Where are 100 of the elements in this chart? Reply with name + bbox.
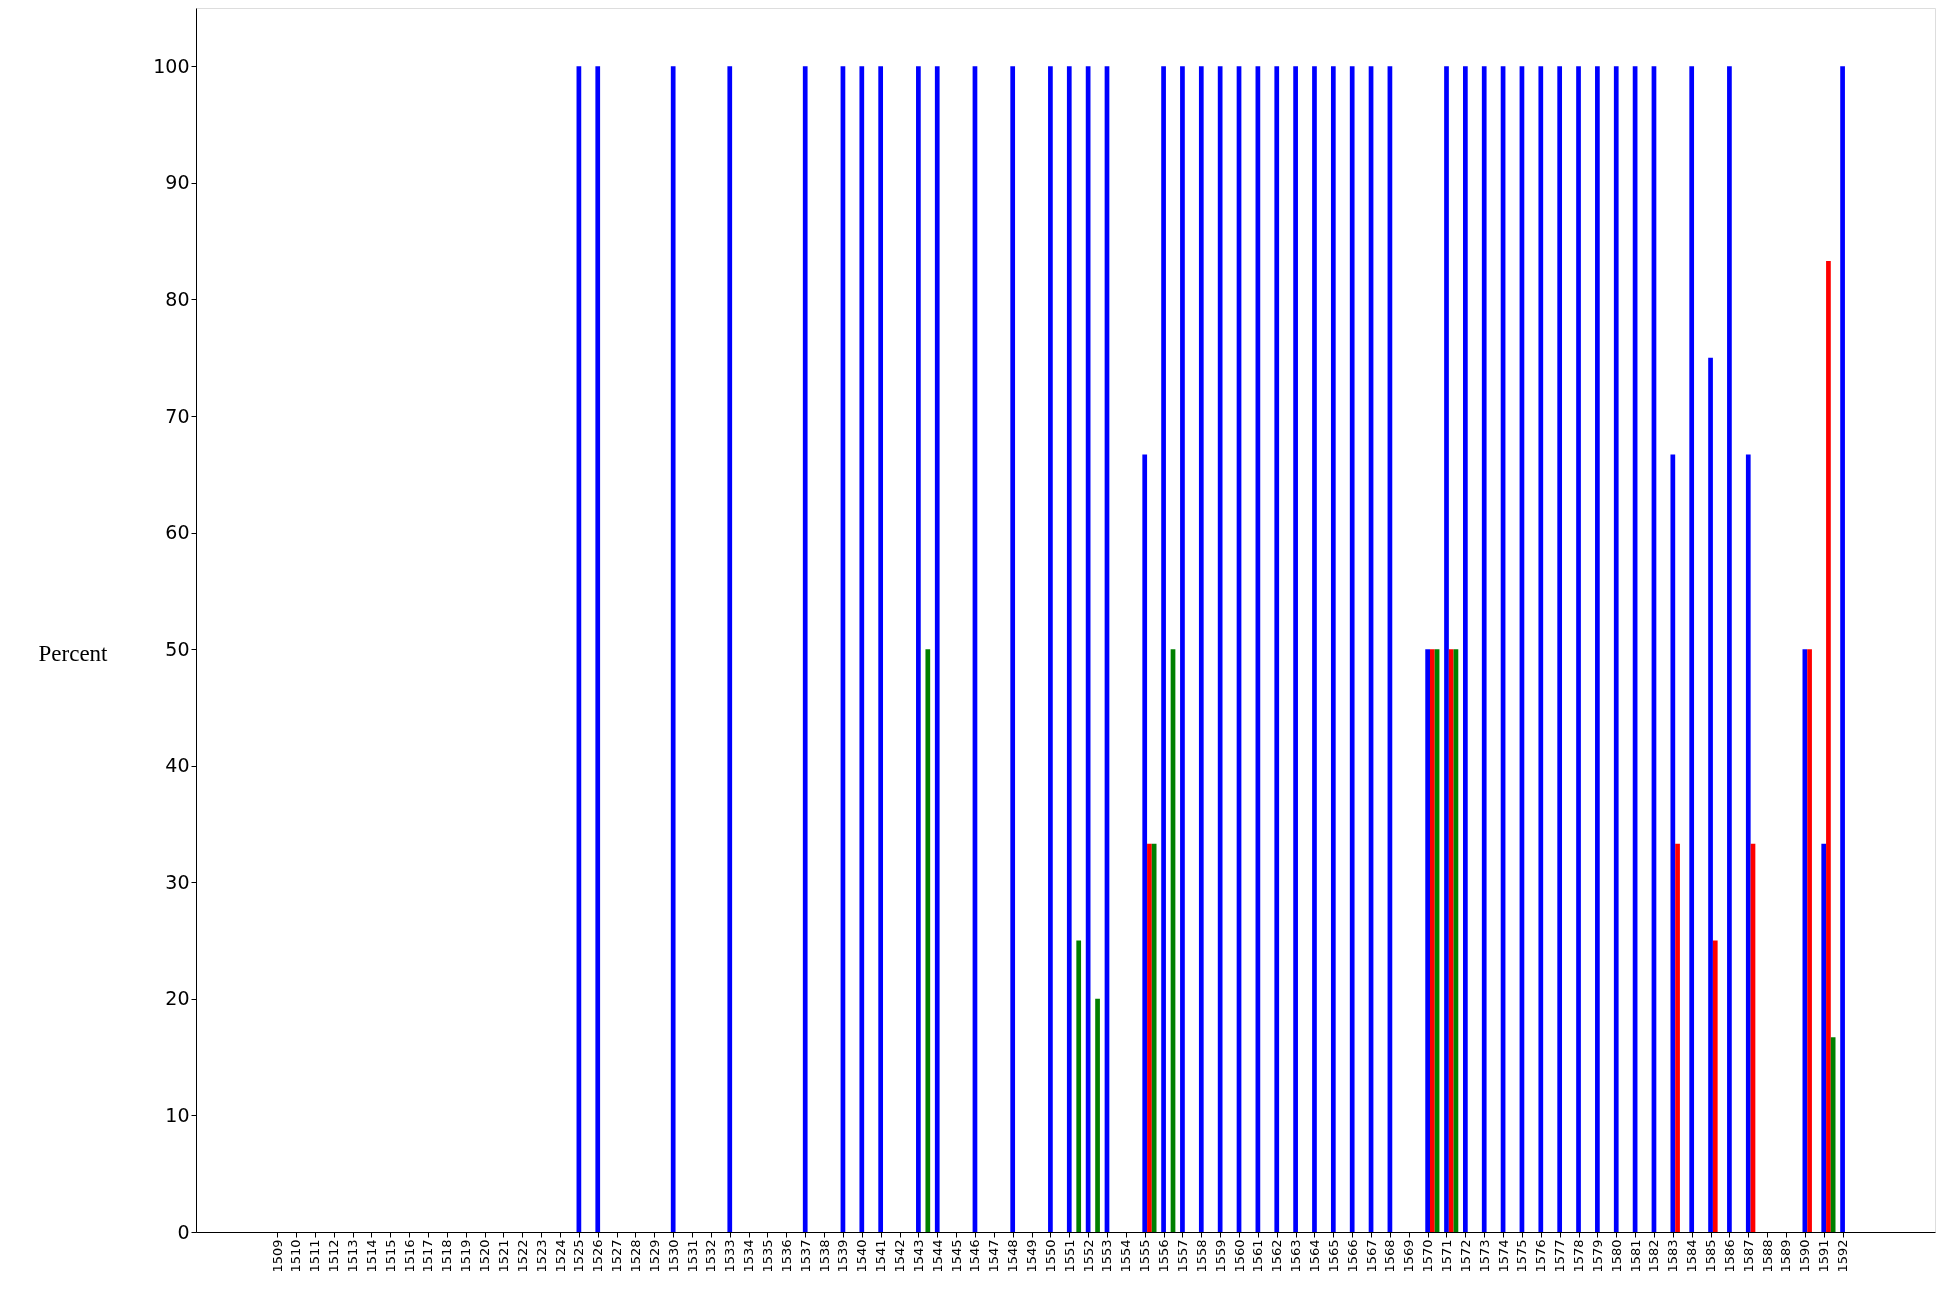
x-tick-label: 1528: [627, 1239, 643, 1273]
x-tick-label: 1536: [778, 1239, 794, 1273]
x-tick-label: 1539: [835, 1239, 851, 1273]
x-tick-label: 1543: [910, 1239, 926, 1273]
x-tick-label: 1529: [646, 1239, 662, 1273]
x-tick-label: 1566: [1344, 1239, 1360, 1273]
x-tick-label: 1524: [552, 1239, 568, 1273]
x-tick-label: 1522: [514, 1239, 530, 1273]
bar: [1076, 940, 1082, 1232]
bar: [727, 66, 733, 1232]
bar: [1147, 843, 1152, 1232]
x-tick-label: 1564: [1306, 1239, 1322, 1273]
y-tick-label: 60: [165, 521, 190, 544]
bar: [1821, 843, 1827, 1232]
x-tick-label: 1576: [1533, 1239, 1549, 1273]
x-tick-label: 1533: [722, 1239, 738, 1273]
bar: [1576, 66, 1581, 1232]
x-tick-label: 1571: [1439, 1239, 1454, 1273]
x-tick-label: 1552: [1080, 1239, 1096, 1273]
bar: [1330, 66, 1336, 1232]
x-tick-label: 1509: [269, 1239, 285, 1273]
x-tick-label: 1514: [363, 1239, 379, 1273]
bar: [1095, 998, 1100, 1232]
x-tick-label: 1530: [665, 1239, 681, 1273]
y-tick-label: 0: [177, 1220, 190, 1243]
x-tick-label: 1558: [1193, 1239, 1209, 1273]
x-tick-label: 1516: [401, 1239, 417, 1273]
x-tick-label: 1587: [1740, 1239, 1756, 1273]
x-tick-label: 1575: [1514, 1239, 1530, 1273]
x-tick-label: 1563: [1288, 1239, 1304, 1273]
x-tick-label: 1573: [1476, 1239, 1492, 1273]
x-tick-label: 1517: [420, 1239, 436, 1273]
bar: [595, 66, 601, 1232]
bar: [1538, 66, 1544, 1232]
x-tick-label: 1592: [1835, 1239, 1851, 1273]
x-tick-label: 1523: [533, 1239, 549, 1273]
x-tick-label: 1578: [1571, 1239, 1587, 1273]
x-tick-label: 1541: [873, 1239, 889, 1273]
x-tick-label: 1521: [495, 1239, 511, 1273]
x-tick-label: 1559: [1212, 1239, 1228, 1273]
bar: [1198, 66, 1204, 1232]
bar: [1142, 454, 1148, 1232]
bar: [1557, 66, 1563, 1232]
y-tick-label: 30: [165, 870, 190, 893]
x-tick-label: 1588: [1759, 1239, 1775, 1273]
x-tick-label: 1561: [1250, 1239, 1266, 1273]
x-tick-label: 1518: [439, 1239, 455, 1273]
x-tick-label: 1577: [1552, 1239, 1568, 1273]
bar: [925, 649, 931, 1232]
x-tick-label: 1510: [288, 1239, 304, 1273]
bar: [1448, 649, 1454, 1232]
y-tick-label: 20: [165, 987, 190, 1010]
x-tick-label: 1565: [1325, 1239, 1341, 1273]
x-tick-label: 1548: [1005, 1239, 1021, 1273]
x-tick-label: 1527: [609, 1239, 625, 1273]
x-tick-label: 1537: [797, 1239, 813, 1273]
x-tick-label: 1519: [458, 1239, 474, 1273]
x-tick-label: 1579: [1589, 1239, 1605, 1273]
x-tick-label: 1560: [1231, 1239, 1247, 1273]
x-tick-label: 1542: [892, 1239, 908, 1273]
bar: [670, 66, 676, 1232]
bar: [1613, 66, 1619, 1232]
x-tick-label: 1512: [326, 1239, 342, 1273]
bar: [1463, 66, 1468, 1232]
bar: [1689, 66, 1695, 1232]
bar: [1425, 649, 1430, 1232]
bar: [916, 66, 921, 1232]
bar: [1675, 843, 1680, 1232]
x-tick-label: 1570: [1420, 1239, 1436, 1273]
x-tick-label: 1546: [967, 1239, 983, 1273]
x-tick-label: 1520: [477, 1239, 493, 1273]
x-tick-label: 1589: [1778, 1239, 1794, 1273]
bar: [1595, 66, 1600, 1232]
x-tick-label: 1572: [1457, 1239, 1473, 1273]
x-tick-label: 1544: [929, 1239, 945, 1273]
x-tick-label: 1547: [986, 1239, 1002, 1273]
bar: [802, 66, 808, 1232]
x-tick-label: 1525: [571, 1239, 587, 1273]
y-tick-label: 10: [165, 1103, 190, 1126]
x-tick-label: 1574: [1495, 1239, 1511, 1273]
x-tick-label: 1590: [1797, 1239, 1813, 1273]
x-tick-label: 1513: [345, 1239, 361, 1273]
x-tick-label: 1551: [1061, 1239, 1077, 1273]
bar: [1712, 940, 1718, 1232]
x-tick-label: 1553: [1099, 1239, 1115, 1273]
bar: [1429, 649, 1435, 1232]
x-tick-label: 1581: [1627, 1239, 1643, 1273]
x-tick-label: 1569: [1401, 1239, 1417, 1273]
x-tick-label: 1554: [1118, 1239, 1134, 1273]
bar: [1161, 66, 1166, 1232]
bar: [1826, 260, 1831, 1232]
bar: [1274, 66, 1280, 1232]
x-tick-label: 1582: [1646, 1239, 1662, 1273]
x-tick-label: 1586: [1721, 1239, 1737, 1273]
x-tick-label: 1562: [1269, 1239, 1285, 1273]
x-tick-label: 1526: [590, 1239, 606, 1273]
x-tick-label: 1531: [684, 1239, 700, 1273]
x-tick-label: 1511: [307, 1239, 323, 1273]
bar: [1048, 66, 1053, 1232]
bar: [878, 66, 884, 1232]
